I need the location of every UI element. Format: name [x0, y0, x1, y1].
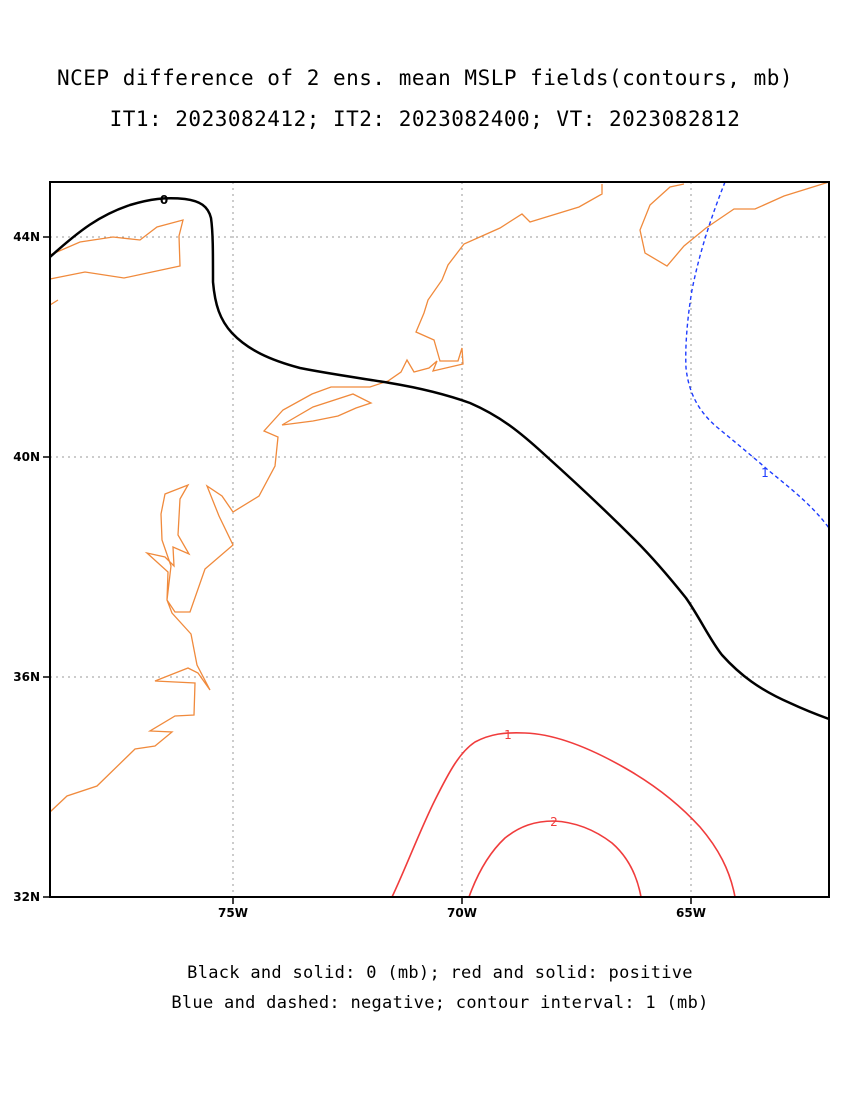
coastline-long-island	[281, 393, 373, 426]
plot-frame	[49, 181, 830, 898]
coastline-fragment	[49, 299, 59, 306]
legend-caption-line1: Black and solid: 0 (mb); red and solid: …	[187, 963, 693, 983]
y-tick-label-44n: 44N	[13, 230, 40, 244]
coastline-nova-scotia	[639, 181, 830, 267]
zero-contour-label: 0	[160, 193, 168, 207]
zero-contour	[49, 197, 830, 721]
positive-contour-1	[391, 731, 736, 898]
negative-contour-1-label: 1	[761, 466, 769, 480]
coastline-mainland	[49, 184, 603, 813]
tick-marks	[43, 236, 692, 904]
positive-contour-2	[468, 820, 642, 898]
legend-caption-line2: Blue and dashed: negative; contour inter…	[171, 993, 709, 1013]
y-tick-label-32n: 32N	[13, 890, 40, 904]
coastline	[49, 181, 830, 813]
grid-lines	[50, 182, 829, 897]
chart-title: NCEP difference of 2 ens. mean MSLP fiel…	[56, 66, 793, 90]
x-tick-label-75w: 75W	[218, 906, 248, 920]
coastline-lake	[49, 219, 184, 280]
y-tick-label-40n: 40N	[13, 450, 40, 464]
chart-subtitle: IT1: 2023082412; IT2: 2023082400; VT: 20…	[109, 107, 741, 131]
negative-contour-1	[685, 181, 830, 529]
y-tick-label-36n: 36N	[13, 670, 40, 684]
x-tick-label-70w: 70W	[447, 906, 477, 920]
x-tick-label-65w: 65W	[676, 906, 706, 920]
positive-contour-1-label: 1	[504, 728, 512, 742]
positive-contour-2-label: 2	[550, 815, 558, 829]
